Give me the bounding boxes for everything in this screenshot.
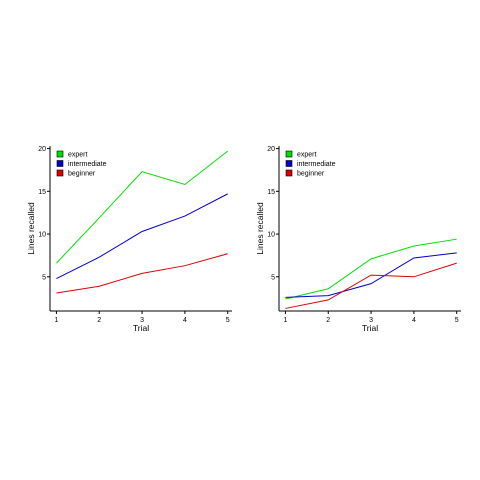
legend-label-intermediate: intermediate [297,161,336,168]
x-tick-label: 3 [369,317,373,324]
series-line-intermediate [285,252,457,298]
chart-panel-left: 1 2 3 4 5 5 10 15 20 Trial Lines recalled expert int… [26,146,232,333]
y-tick-label: 10 [267,232,275,239]
y-tick-label: 15 [38,189,46,196]
legend-label-beginner: beginner [297,171,325,178]
x-tick-label: 3 [140,317,144,324]
y-tick-label: 20 [267,146,275,153]
x-tick-label: 5 [226,317,230,324]
series-line-expert [56,150,229,264]
x-tick-label: 4 [183,317,187,324]
x-tick-label: 2 [97,317,101,324]
series-line-beginner [56,253,228,294]
x-axis-title: Trial [133,323,149,333]
legend-swatch-beginner [56,169,64,177]
x-tick-label: 5 [455,317,459,324]
y-axis-title: Lines recalled [255,202,265,255]
y-tick-label: 5 [271,274,275,281]
series-line-expert [285,238,457,300]
legend-swatch-beginner [285,169,293,177]
x-tick-label: 1 [54,317,58,324]
y-axis-title: Lines recalled [26,202,36,255]
y-tick-label: 15 [267,189,275,196]
legend-label-expert: expert [297,152,317,159]
legend-label-expert: expert [68,152,88,159]
x-tick-label: 4 [412,317,416,324]
chart-panel-right: 1 2 3 4 5 5 10 15 20 Trial Lines recalled expert int… [255,146,461,333]
legend-swatch-intermediate [285,160,293,167]
legend-swatch-expert [285,150,293,158]
series-line-intermediate [56,193,228,279]
y-tick-label: 10 [38,232,46,239]
legend-swatch-expert [56,150,64,158]
legend-swatch-intermediate [56,160,64,167]
series-line-beginner [285,262,457,309]
legend-label-intermediate: intermediate [68,161,107,168]
x-tick-label: 2 [326,317,330,324]
x-tick-label: 1 [283,317,287,324]
y-tick-label: 20 [38,146,46,153]
legend-label-beginner: beginner [68,171,96,178]
y-tick-label: 5 [42,274,46,281]
x-axis-title: Trial [362,323,378,333]
